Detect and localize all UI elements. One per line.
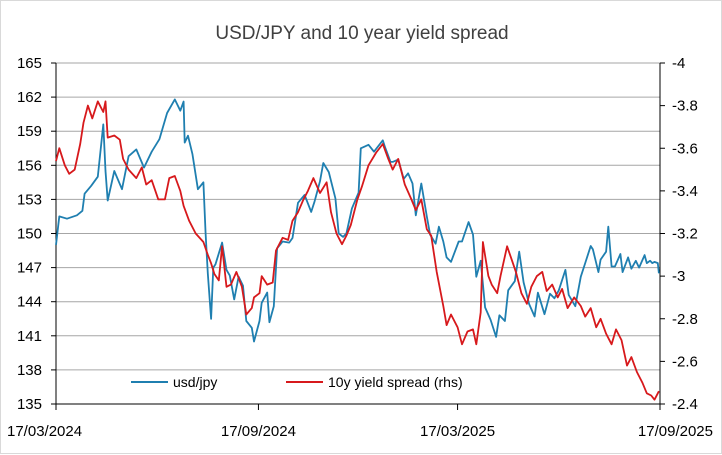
x-tick-label: 17/09/2024 [221, 423, 296, 440]
axis-layer: 135 138 141 144 147 150 153 156 159 162 165 -4 -3.8 -… [7, 55, 713, 440]
y-left-tick-label: 150 [17, 226, 42, 243]
y-left-tick-label: 165 [17, 55, 42, 72]
y-left-tick-label: 153 [17, 191, 42, 208]
grid-layer [56, 62, 660, 371]
y-right-tick-label: -3.6 [672, 140, 698, 157]
y-right-tick-label: -3.2 [672, 226, 698, 243]
y-left-tick-label: 141 [17, 328, 42, 345]
y-right-tick-label: -3.4 [672, 183, 698, 200]
x-tick-label: 17/03/2024 [7, 423, 82, 440]
y-right-tick-label: -2.4 [672, 396, 698, 413]
y-right-tick-label: -2.8 [672, 311, 698, 328]
series-line-usd-jpy [55, 98, 660, 343]
series-layer [55, 98, 660, 401]
x-tick-label: 17/09/2025 [638, 423, 713, 440]
chart-title: USD/JPY and 10 year yield spread [215, 23, 508, 44]
y-left-tick-label: 147 [17, 260, 42, 277]
legend-label-usd-jpy: usd/jpy [173, 374, 217, 390]
y-left-tick-label: 135 [17, 396, 42, 413]
legend-label-yield-spread: 10y yield spread (rhs) [328, 374, 463, 390]
y-left-tick-label: 138 [17, 362, 42, 379]
y-right-tick-label: -3 [672, 268, 685, 285]
y-left-tick-label: 156 [17, 157, 42, 174]
y-right-tick-label: -4 [672, 55, 685, 72]
y-left-tick-label: 144 [17, 294, 42, 311]
y-right-tick-label: -3.8 [672, 98, 698, 115]
x-tick-label: 17/03/2025 [420, 423, 495, 440]
y-right-tick-label: -2.6 [672, 353, 698, 370]
y-left-tick-label: 162 [17, 89, 42, 106]
legend: usd/jpy 10y yield spread (rhs) [131, 374, 463, 390]
y-left-tick-label: 159 [17, 123, 42, 140]
series-line-yield-spread [55, 100, 660, 401]
